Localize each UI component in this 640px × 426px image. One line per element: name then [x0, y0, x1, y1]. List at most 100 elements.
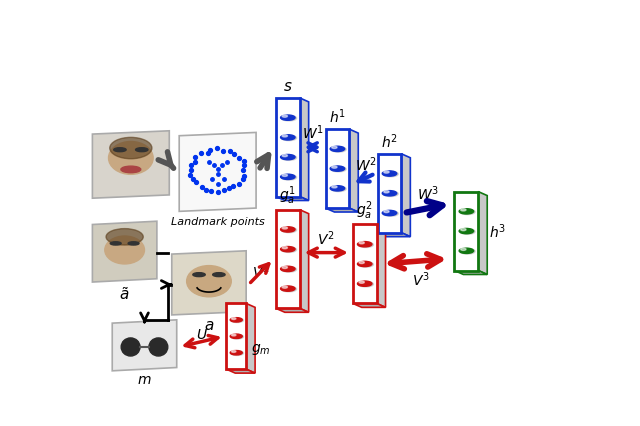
Ellipse shape — [384, 191, 389, 193]
Ellipse shape — [280, 227, 295, 233]
Ellipse shape — [231, 334, 244, 339]
Ellipse shape — [282, 116, 296, 122]
Ellipse shape — [359, 262, 364, 264]
Ellipse shape — [232, 318, 236, 320]
Text: $g_a^1$: $g_a^1$ — [280, 184, 296, 206]
Ellipse shape — [282, 247, 287, 249]
Ellipse shape — [282, 175, 296, 181]
Ellipse shape — [280, 267, 295, 272]
Ellipse shape — [384, 172, 389, 174]
FancyBboxPatch shape — [378, 155, 401, 233]
FancyBboxPatch shape — [276, 210, 300, 308]
Text: $g_m$: $g_m$ — [251, 341, 271, 356]
Ellipse shape — [461, 229, 466, 231]
Ellipse shape — [282, 136, 296, 141]
Ellipse shape — [149, 338, 168, 356]
Text: $V^2$: $V^2$ — [317, 229, 335, 247]
Ellipse shape — [121, 167, 141, 173]
Ellipse shape — [461, 248, 466, 251]
Ellipse shape — [330, 167, 345, 172]
Polygon shape — [478, 192, 487, 275]
Polygon shape — [326, 209, 358, 213]
Ellipse shape — [121, 338, 140, 356]
Text: $h^1$: $h^1$ — [329, 107, 346, 126]
Polygon shape — [300, 210, 308, 313]
Ellipse shape — [382, 172, 397, 177]
Ellipse shape — [230, 318, 243, 322]
Ellipse shape — [383, 211, 398, 217]
Text: $W^3$: $W^3$ — [417, 184, 439, 202]
FancyBboxPatch shape — [454, 192, 478, 271]
Polygon shape — [353, 304, 385, 308]
Ellipse shape — [136, 148, 148, 153]
Polygon shape — [454, 271, 487, 275]
Ellipse shape — [282, 116, 287, 118]
Ellipse shape — [330, 147, 345, 152]
Ellipse shape — [332, 167, 337, 169]
Ellipse shape — [358, 281, 372, 287]
FancyBboxPatch shape — [353, 225, 376, 304]
Ellipse shape — [110, 242, 121, 245]
FancyBboxPatch shape — [227, 304, 246, 369]
Text: $m$: $m$ — [137, 373, 152, 386]
Ellipse shape — [110, 138, 152, 159]
Ellipse shape — [282, 248, 296, 253]
FancyBboxPatch shape — [276, 99, 300, 197]
Polygon shape — [112, 320, 177, 371]
Text: $h^2$: $h^2$ — [381, 132, 398, 150]
Ellipse shape — [231, 351, 244, 356]
Ellipse shape — [280, 155, 295, 160]
Ellipse shape — [282, 286, 287, 288]
Text: $W^2$: $W^2$ — [355, 155, 377, 174]
Polygon shape — [92, 222, 157, 282]
Ellipse shape — [383, 192, 398, 197]
Ellipse shape — [282, 227, 296, 233]
Polygon shape — [378, 233, 410, 237]
Ellipse shape — [382, 211, 397, 216]
Ellipse shape — [331, 187, 346, 192]
Polygon shape — [92, 132, 169, 199]
Ellipse shape — [282, 267, 296, 273]
Ellipse shape — [282, 155, 296, 161]
Text: $h^3$: $h^3$ — [489, 222, 506, 241]
Text: $g_a^2$: $g_a^2$ — [356, 199, 373, 221]
Ellipse shape — [280, 247, 295, 252]
Polygon shape — [300, 99, 308, 201]
Ellipse shape — [232, 351, 236, 353]
Ellipse shape — [330, 186, 345, 192]
Ellipse shape — [282, 135, 287, 138]
Ellipse shape — [359, 281, 364, 284]
Ellipse shape — [128, 242, 139, 245]
Ellipse shape — [459, 229, 474, 234]
Ellipse shape — [232, 334, 236, 336]
Text: $V^3$: $V^3$ — [412, 270, 429, 288]
Ellipse shape — [231, 318, 244, 323]
Ellipse shape — [280, 116, 295, 121]
Ellipse shape — [459, 209, 474, 215]
Text: $a$: $a$ — [204, 317, 214, 332]
Ellipse shape — [109, 142, 153, 175]
Ellipse shape — [114, 148, 126, 153]
Polygon shape — [227, 369, 255, 373]
Ellipse shape — [280, 135, 295, 141]
Ellipse shape — [230, 334, 243, 339]
Ellipse shape — [282, 267, 287, 269]
Ellipse shape — [358, 282, 374, 287]
Polygon shape — [179, 133, 256, 212]
Ellipse shape — [358, 262, 374, 268]
Ellipse shape — [331, 167, 346, 173]
Ellipse shape — [230, 351, 243, 355]
Ellipse shape — [359, 242, 364, 244]
Ellipse shape — [460, 210, 475, 215]
Ellipse shape — [358, 262, 372, 267]
Ellipse shape — [332, 186, 337, 189]
Polygon shape — [276, 197, 308, 201]
Polygon shape — [349, 130, 358, 213]
Ellipse shape — [212, 273, 225, 277]
Ellipse shape — [459, 248, 474, 254]
Ellipse shape — [282, 227, 287, 230]
Text: Landmark points: Landmark points — [171, 217, 264, 227]
Text: $V^1$: $V^1$ — [252, 262, 270, 280]
Ellipse shape — [384, 211, 389, 213]
Polygon shape — [172, 251, 246, 315]
